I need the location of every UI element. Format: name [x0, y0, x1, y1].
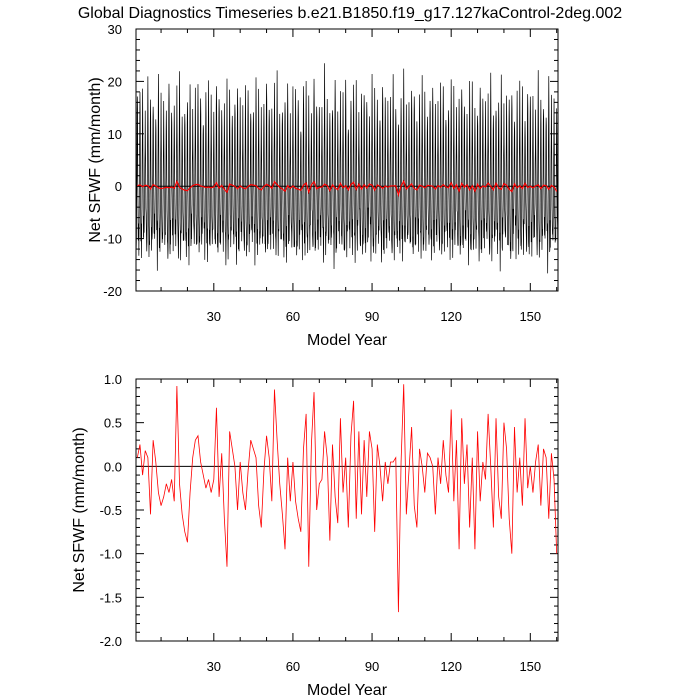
bottom-data-lines [136, 384, 558, 613]
bottom-x-tick-label: 120 [440, 659, 462, 674]
bottom-y-tick-label: 0.5 [104, 416, 122, 431]
top-plot-frame [135, 28, 559, 292]
annual-timeseries-panel: 30 60 90 120 150 -2.0 -1.5 -1.0 -0.5 0.0 0.5 1.0 Mo… [71, 372, 559, 699]
bottom-y-tick-label: 1.0 [104, 372, 122, 387]
bottom-axis-ticks: 30 60 90 120 150 -2.0 -1.5 -1.0 -0.5 0.0 0.5 1.0 [100, 372, 558, 674]
bottom-x-axis-label: Model Year [307, 682, 388, 699]
top-x-tick-label: 30 [207, 309, 221, 324]
top-y-tick-label: -10 [103, 232, 122, 247]
top-y-tick-label: 30 [108, 22, 122, 37]
top-x-axis-label: Model Year [307, 332, 388, 349]
bottom-annual-mean-line [136, 384, 558, 613]
top-y-tick-label: 10 [108, 127, 122, 142]
bottom-plot-frame [135, 378, 559, 642]
bottom-x-tick-label: 60 [286, 659, 300, 674]
bottom-y-axis-label: Net SFWF (mm/month) [71, 427, 88, 592]
bottom-y-tick-label: -1.0 [100, 547, 122, 562]
top-annual-mean-line [137, 179, 558, 198]
figure-title: Global Diagnostics Timeseries b.e21.B185… [78, 5, 622, 22]
bottom-y-tick-label: -2.0 [100, 634, 122, 649]
bottom-x-tick-label: 150 [519, 659, 541, 674]
top-y-tick-label: -20 [103, 284, 122, 299]
top-x-tick-label: 90 [365, 309, 379, 324]
top-x-tick-label: 60 [286, 309, 300, 324]
top-y-axis-label: Net SFWF (mm/month) [87, 77, 104, 242]
monthly-series-line [135, 63, 559, 274]
monthly-timeseries-panel: 30 60 90 120 150 -20 -10 0 10 20 30 Model Year Net… [87, 22, 559, 349]
top-y-tick-label: 0 [115, 179, 122, 194]
bottom-x-tick-label: 30 [207, 659, 221, 674]
top-y-tick-label: 20 [108, 74, 122, 89]
top-x-tick-label: 120 [440, 309, 462, 324]
bottom-y-tick-label: 0.0 [104, 459, 122, 474]
bottom-x-tick-label: 90 [365, 659, 379, 674]
bottom-y-tick-label: -0.5 [100, 503, 122, 518]
top-x-tick-label: 150 [519, 309, 541, 324]
top-data-lines [135, 63, 559, 274]
bottom-y-tick-label: -1.5 [100, 590, 122, 605]
